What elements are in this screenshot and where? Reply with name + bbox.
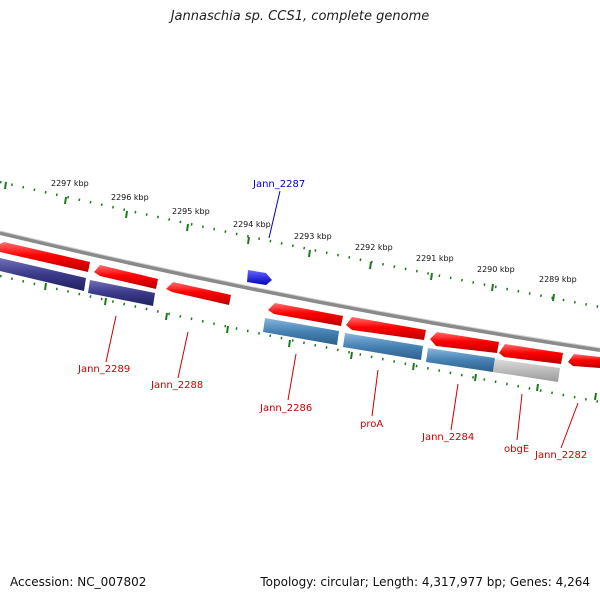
gene-label: Jann_2287 [252, 179, 305, 190]
gene-block [493, 359, 560, 382]
gene-label: obgE [504, 444, 529, 455]
tick-label: 2289 kbp [539, 275, 577, 284]
tick-label: 2296 kbp [111, 193, 149, 202]
gene-label: Jann_2288 [150, 380, 203, 391]
gene-label: proA [360, 419, 383, 430]
forward-genes [0, 242, 600, 368]
tick-label: 2297 kbp [51, 179, 89, 188]
tick-label: 2290 kbp [477, 265, 515, 274]
tick-label: 2291 kbp [416, 254, 454, 263]
gene-labels: Jann_2287 Jann_2289 Jann_2288 Jann_2286 … [77, 179, 587, 461]
gene-block [426, 348, 495, 372]
gene-arrow [430, 332, 499, 353]
gene-label: Jann_2282 [534, 450, 587, 461]
gene-label: Jann_2286 [259, 403, 312, 414]
gene-arrow [166, 282, 231, 305]
genome-backbone [0, 231, 600, 352]
accession-text: Accession: NC_007802 [10, 575, 147, 589]
tick-label: 2292 kbp [355, 243, 393, 252]
gene-block [88, 280, 155, 306]
tick-label: 2293 kbp [294, 232, 332, 241]
gene-label: Jann_2289 [77, 364, 130, 375]
gene-arrow [0, 242, 90, 272]
gene-arrow [94, 265, 158, 289]
gene-arrow [268, 303, 343, 326]
tick-label: 2294 kbp [233, 220, 271, 229]
major-ticks-lower [44, 282, 597, 401]
gene-block [263, 318, 339, 345]
gene-block [0, 258, 86, 291]
gene-arrow [568, 354, 600, 368]
reverse-genes [0, 258, 560, 382]
inner-tick-track [0, 274, 600, 404]
gene-label: Jann_2284 [421, 432, 474, 443]
gene-block [343, 333, 423, 360]
tick-label: 2295 kbp [172, 207, 210, 216]
gene-arrow [346, 317, 426, 340]
tick-labels: 2297 kbp 2296 kbp 2295 kbp 2294 kbp 2293… [51, 179, 577, 284]
gene-arrow [499, 344, 563, 364]
major-ticks-upper [4, 181, 555, 302]
topology-text: Topology: circular; Length: 4,317,977 bp… [260, 575, 590, 589]
map-title: Jannaschia sp. CCS1, complete genome [170, 9, 430, 24]
rna-feature [247, 270, 272, 285]
label-leaders [105, 190, 579, 449]
